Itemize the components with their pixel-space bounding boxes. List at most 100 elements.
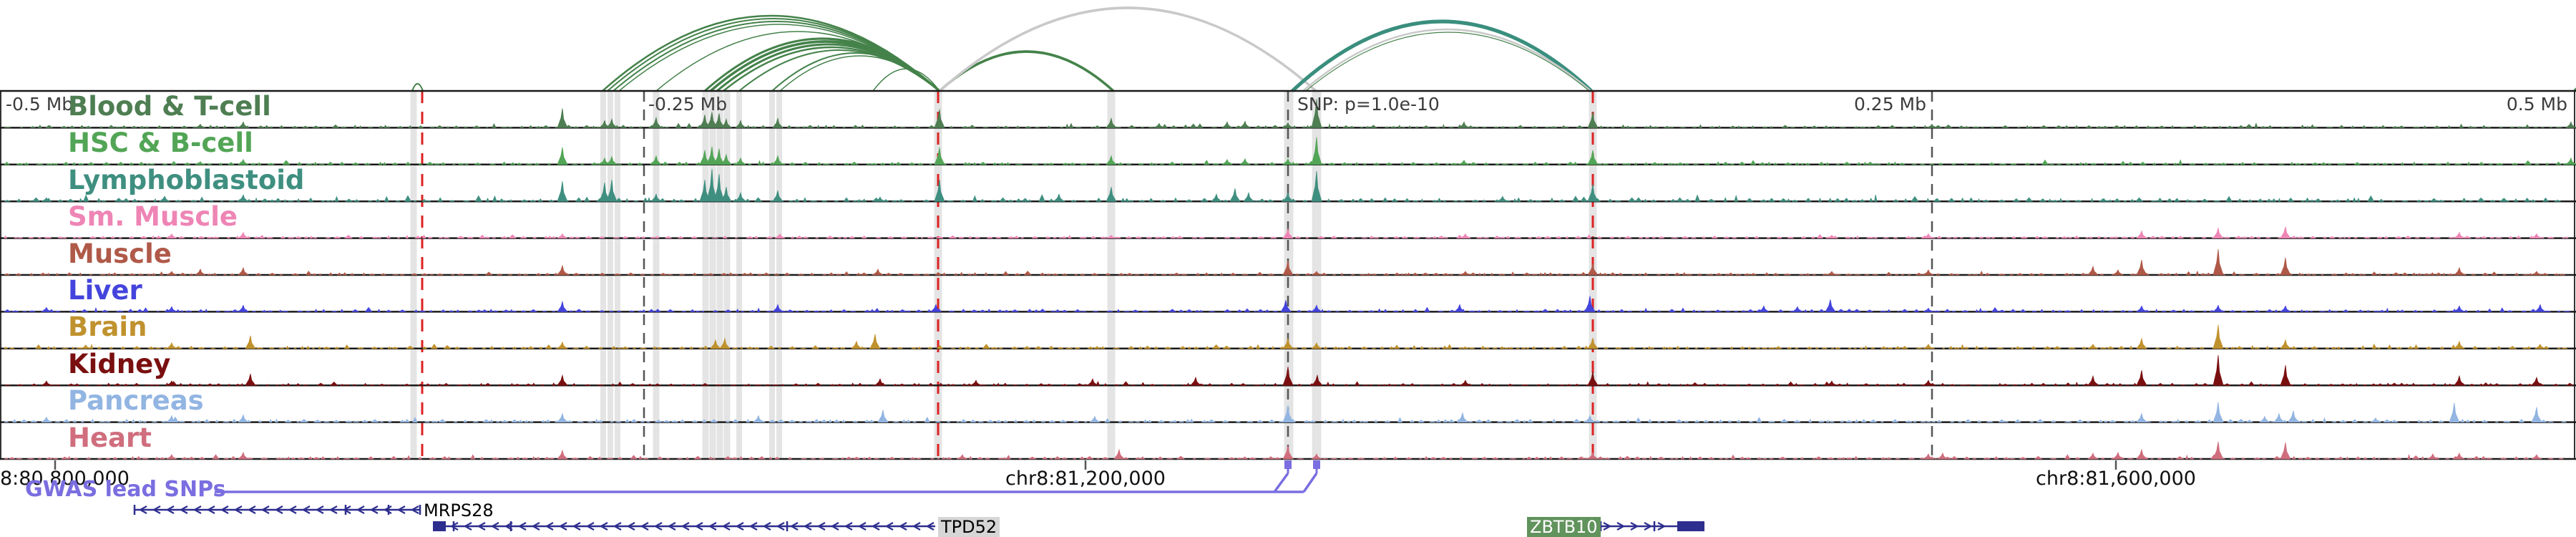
gene-strand-arrow [572,522,581,531]
interaction-arc [738,49,940,92]
gene-strand-arrow [449,522,459,531]
gene-strand-arrow [220,505,229,514]
track-signal-brain [3,324,2568,349]
gene-strand-arrow [680,522,690,531]
gwas-connector-line [1273,472,1289,493]
gene-strand-arrow [152,505,161,514]
gene-strand-arrow [410,505,419,514]
gwas-connector-line [1302,473,1318,493]
track-label-hsc-bcell[interactable]: HSC & B-cell [68,127,253,158]
lead-snp-marker[interactable] [1284,460,1292,469]
gene-strand-arrow [247,505,256,514]
gene-strand-arrow [857,522,867,531]
gene-label-mrps28[interactable]: MRPS28 [424,500,494,521]
gene-exon-block [1677,521,1704,531]
gene-strand-arrow [477,522,486,531]
gene-strand-arrow [1644,522,1653,531]
gene-strand-arrow [721,522,731,531]
gene-strand-arrow [871,522,880,531]
gene-strand-arrow [694,522,703,531]
gene-strand-arrow [653,522,663,531]
gene-strand-arrow [762,522,771,531]
ruler-label-0-25mb: 0.25 Mb [1853,94,1926,115]
lead-snp-marker[interactable] [1313,460,1320,469]
gene-strand-arrow [396,505,406,514]
track-signal-sm-muscle [4,226,2569,238]
track-label-muscle[interactable]: Muscle [68,238,172,269]
gene-strand-arrow [708,522,717,531]
gene-strand-arrow [925,522,935,531]
gene-strand-arrow [463,522,472,531]
gene-strand-arrow [830,522,839,531]
gene-strand-arrow [816,522,826,531]
coord-label-left: 8:80,800,000 [0,468,130,490]
track-label-sm-muscle[interactable]: Sm. Muscle [68,201,238,232]
track-signal-liver [3,296,2571,312]
track-signal-lymphoblastoid [4,169,2561,202]
gene-strand-arrow [517,522,527,531]
gene-strand-arrow [545,522,554,531]
gene-strand-arrow [1616,522,1626,531]
gene-strand-arrow [1630,522,1639,531]
gene-strand-arrow [531,522,540,531]
interaction-arc [779,55,940,92]
gene-exon-block [433,521,446,531]
gene-strand-arrow [912,522,921,531]
gene-strand-arrow [844,522,853,531]
ruler-label-0-5mb: 0.5 Mb [2506,94,2567,115]
coord-label-center: chr8:81,200,000 [1005,468,1166,490]
gene-strand-arrow [1657,522,1667,531]
interaction-arc [1291,19,1593,92]
track-label-blood-tcell[interactable]: Blood & T-cell [68,91,271,122]
ruler-label-snp-pvalue: SNP: p=1.0e-10 [1297,94,1440,115]
interaction-arc [938,50,1115,92]
gene-label-tpd52[interactable]: TPD52 [938,517,1000,537]
track-label-pancreas[interactable]: Pancreas [68,385,204,416]
track-label-brain[interactable]: Brain [68,311,147,342]
gene-strand-arrow [165,505,175,514]
gene-strand-arrow [585,522,595,531]
track-signal-blood-tcell [4,99,2576,128]
gene-strand-arrow [328,505,338,514]
gene-strand-arrow [179,505,188,514]
gene-strand-arrow [274,505,283,514]
track-label-heart[interactable]: Heart [68,422,152,453]
gene-strand-arrow [613,522,622,531]
gene-label-zbtb10[interactable]: ZBTB10 [1527,517,1601,537]
gene-strand-arrow [192,505,202,514]
gene-strand-arrow [288,505,297,514]
gene-strand-arrow [1603,522,1612,531]
track-label-lymphoblastoid[interactable]: Lymphoblastoid [68,165,305,195]
gene-strand-arrow [884,522,894,531]
gene-strand-arrow [667,522,676,531]
interaction-arc [411,83,424,92]
gene-strand-arrow [599,522,608,531]
gene-strand-arrow [138,505,147,514]
ruler-label-minus-0-25mb: -0.25 Mb [648,94,728,115]
gene-strand-arrow [356,505,365,514]
gene-strand-arrow [789,522,799,531]
interaction-arc [1302,28,1591,92]
track-label-kidney[interactable]: Kidney [68,349,171,379]
track-signal-muscle [4,248,2565,276]
interaction-arc [1305,32,1590,92]
track-signal-kidney [4,355,2575,386]
gene-strand-arrow [301,505,311,514]
interaction-arc [938,6,1317,92]
gene-strand-arrow [315,505,324,514]
gene-strand-arrow [490,522,499,531]
gene-strand-arrow [803,522,812,531]
gene-strand-arrow [626,522,635,531]
ruler-label-minus-0-5mb: -0.5 Mb [6,94,74,115]
track-signal-pancreas [4,402,2567,422]
gene-strand-arrow [369,505,379,514]
gene-strand-arrow [735,522,744,531]
gene-strand-arrow [260,505,270,514]
gwas-lead-snps-label: GWAS lead SNPs [25,477,226,502]
track-signal-heart [4,441,2564,460]
gene-strand-arrow [558,522,567,531]
track-label-liver[interactable]: Liver [68,275,142,306]
coord-label-right: chr8:81,600,000 [2036,468,2196,490]
